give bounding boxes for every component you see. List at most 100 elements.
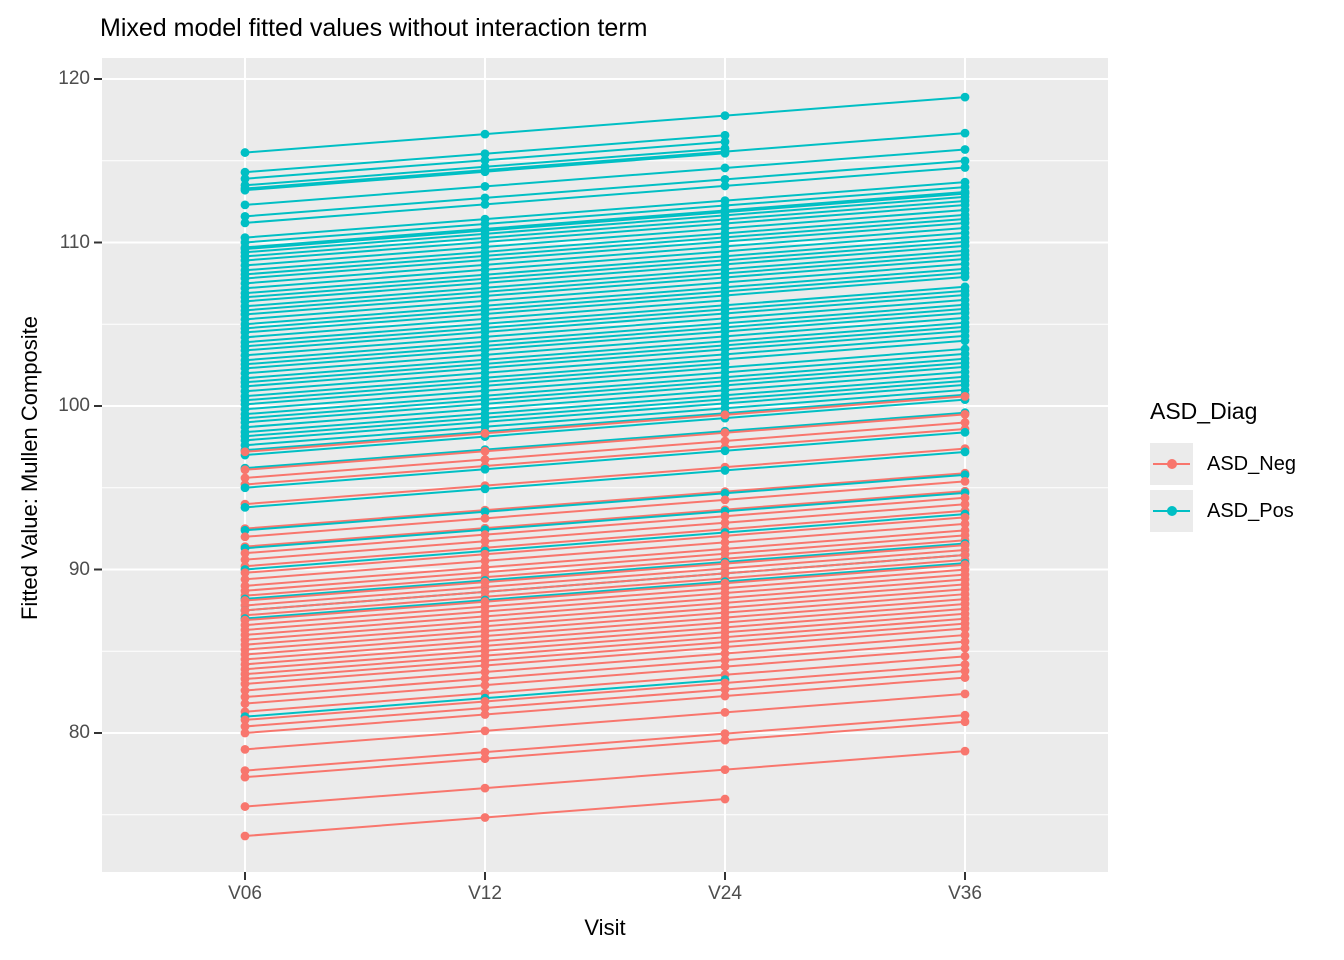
legend-title: ASD_Diag xyxy=(1150,398,1258,424)
subject-point xyxy=(960,156,970,166)
point-glyph-icon xyxy=(1166,459,1177,469)
subject-line-neg xyxy=(244,670,966,728)
subject-point xyxy=(960,651,970,661)
subject-line-pos xyxy=(244,240,966,299)
subject-line-neg xyxy=(244,640,966,699)
subject-line-neg xyxy=(244,593,966,651)
subject-point xyxy=(960,660,970,669)
subject-line-pos xyxy=(244,431,966,489)
legend-key-asd-pos xyxy=(1150,490,1193,532)
subject-line-neg xyxy=(244,647,966,705)
subject-point xyxy=(240,728,250,738)
subject-line-pos xyxy=(244,253,966,312)
subject-line-pos xyxy=(244,334,966,393)
subject-line-pos xyxy=(244,562,966,620)
subject-line-pos xyxy=(244,213,966,272)
subject-line-neg xyxy=(244,428,966,486)
subject-point xyxy=(240,148,250,157)
subject-point xyxy=(960,673,970,682)
subject-point xyxy=(240,502,250,512)
legend: ASD_Diag ASD_Neg ASD_Pos xyxy=(1150,398,1296,537)
subject-line-neg xyxy=(244,480,966,538)
subject-point xyxy=(960,493,970,503)
subject-point xyxy=(960,163,970,172)
subject-line-pos xyxy=(244,370,966,429)
subject-point xyxy=(720,511,730,521)
subject-point xyxy=(960,512,970,522)
subject-line-pos xyxy=(244,316,966,375)
subject-line-neg xyxy=(244,496,966,555)
subject-line-neg xyxy=(244,676,966,734)
subject-point xyxy=(720,662,730,672)
legend-entry-asd-neg[interactable]: ASD_Neg xyxy=(1150,443,1296,485)
subject-line-pos xyxy=(244,473,966,532)
subject-point xyxy=(960,272,970,282)
subject-point xyxy=(240,555,250,565)
subject-point xyxy=(960,418,970,427)
subject-line-pos xyxy=(244,285,966,344)
subject-point xyxy=(960,689,970,699)
subject-point xyxy=(720,488,730,498)
subject-line-neg xyxy=(244,413,966,471)
subject-point xyxy=(720,174,730,184)
subject-line-neg xyxy=(244,395,966,453)
subject-point xyxy=(240,473,250,483)
subject-line-pos xyxy=(244,411,966,470)
subject-line-neg xyxy=(244,563,966,622)
subject-point xyxy=(960,470,970,480)
subject-point xyxy=(480,464,490,474)
legend-entry-asd-pos[interactable]: ASD_Pos xyxy=(1150,490,1296,532)
subject-line-neg xyxy=(244,549,966,607)
y-tick-label: 100 xyxy=(58,395,90,416)
subject-point xyxy=(960,476,970,486)
subject-line-pos xyxy=(244,159,966,218)
subject-line-neg xyxy=(244,607,966,666)
subject-line-pos xyxy=(244,339,966,398)
subject-line-neg xyxy=(244,503,966,561)
subject-line-pos xyxy=(244,361,966,420)
subject-point xyxy=(720,537,730,547)
subject-line-neg xyxy=(244,539,966,597)
subject-line-pos xyxy=(244,347,966,406)
subject-line-neg xyxy=(244,750,966,808)
subject-point xyxy=(480,193,490,203)
subject-point xyxy=(240,465,250,475)
subject-point xyxy=(480,726,490,736)
subject-point xyxy=(480,667,490,677)
subject-line-neg xyxy=(244,490,966,548)
subject-point xyxy=(240,744,250,754)
subject-point xyxy=(240,184,250,193)
subject-point xyxy=(480,710,490,719)
subject-point xyxy=(480,813,490,822)
subject-point xyxy=(480,747,490,757)
subject-line-pos xyxy=(244,166,966,224)
subject-point xyxy=(720,678,730,688)
subject-line-neg xyxy=(244,522,966,581)
subject-line-pos xyxy=(244,199,966,258)
subject-line-pos xyxy=(244,289,966,348)
subject-point xyxy=(480,754,490,764)
subject-line-pos xyxy=(244,267,966,326)
subject-point xyxy=(480,484,490,494)
subject-line-neg xyxy=(244,598,966,656)
subject-line-neg xyxy=(244,627,966,685)
subject-line-pos xyxy=(244,293,966,352)
subject-point xyxy=(480,783,490,793)
x-tick-label: V06 xyxy=(228,883,262,904)
subject-point xyxy=(240,699,250,708)
subject-point xyxy=(960,145,970,154)
subject-line-pos xyxy=(244,208,966,267)
subject-line-neg xyxy=(244,612,966,671)
subject-point xyxy=(720,130,730,140)
subject-point xyxy=(480,549,490,559)
subject-line-pos xyxy=(244,192,966,251)
subject-line-pos xyxy=(244,204,966,262)
subject-line-neg xyxy=(244,529,966,587)
subject-line-pos xyxy=(244,186,966,244)
subject-point xyxy=(720,436,730,446)
subject-point xyxy=(720,729,730,739)
subject-line-neg xyxy=(244,516,966,574)
subject-line-pos xyxy=(244,388,966,447)
subject-line-pos xyxy=(244,190,966,249)
subject-line-pos xyxy=(244,226,966,285)
